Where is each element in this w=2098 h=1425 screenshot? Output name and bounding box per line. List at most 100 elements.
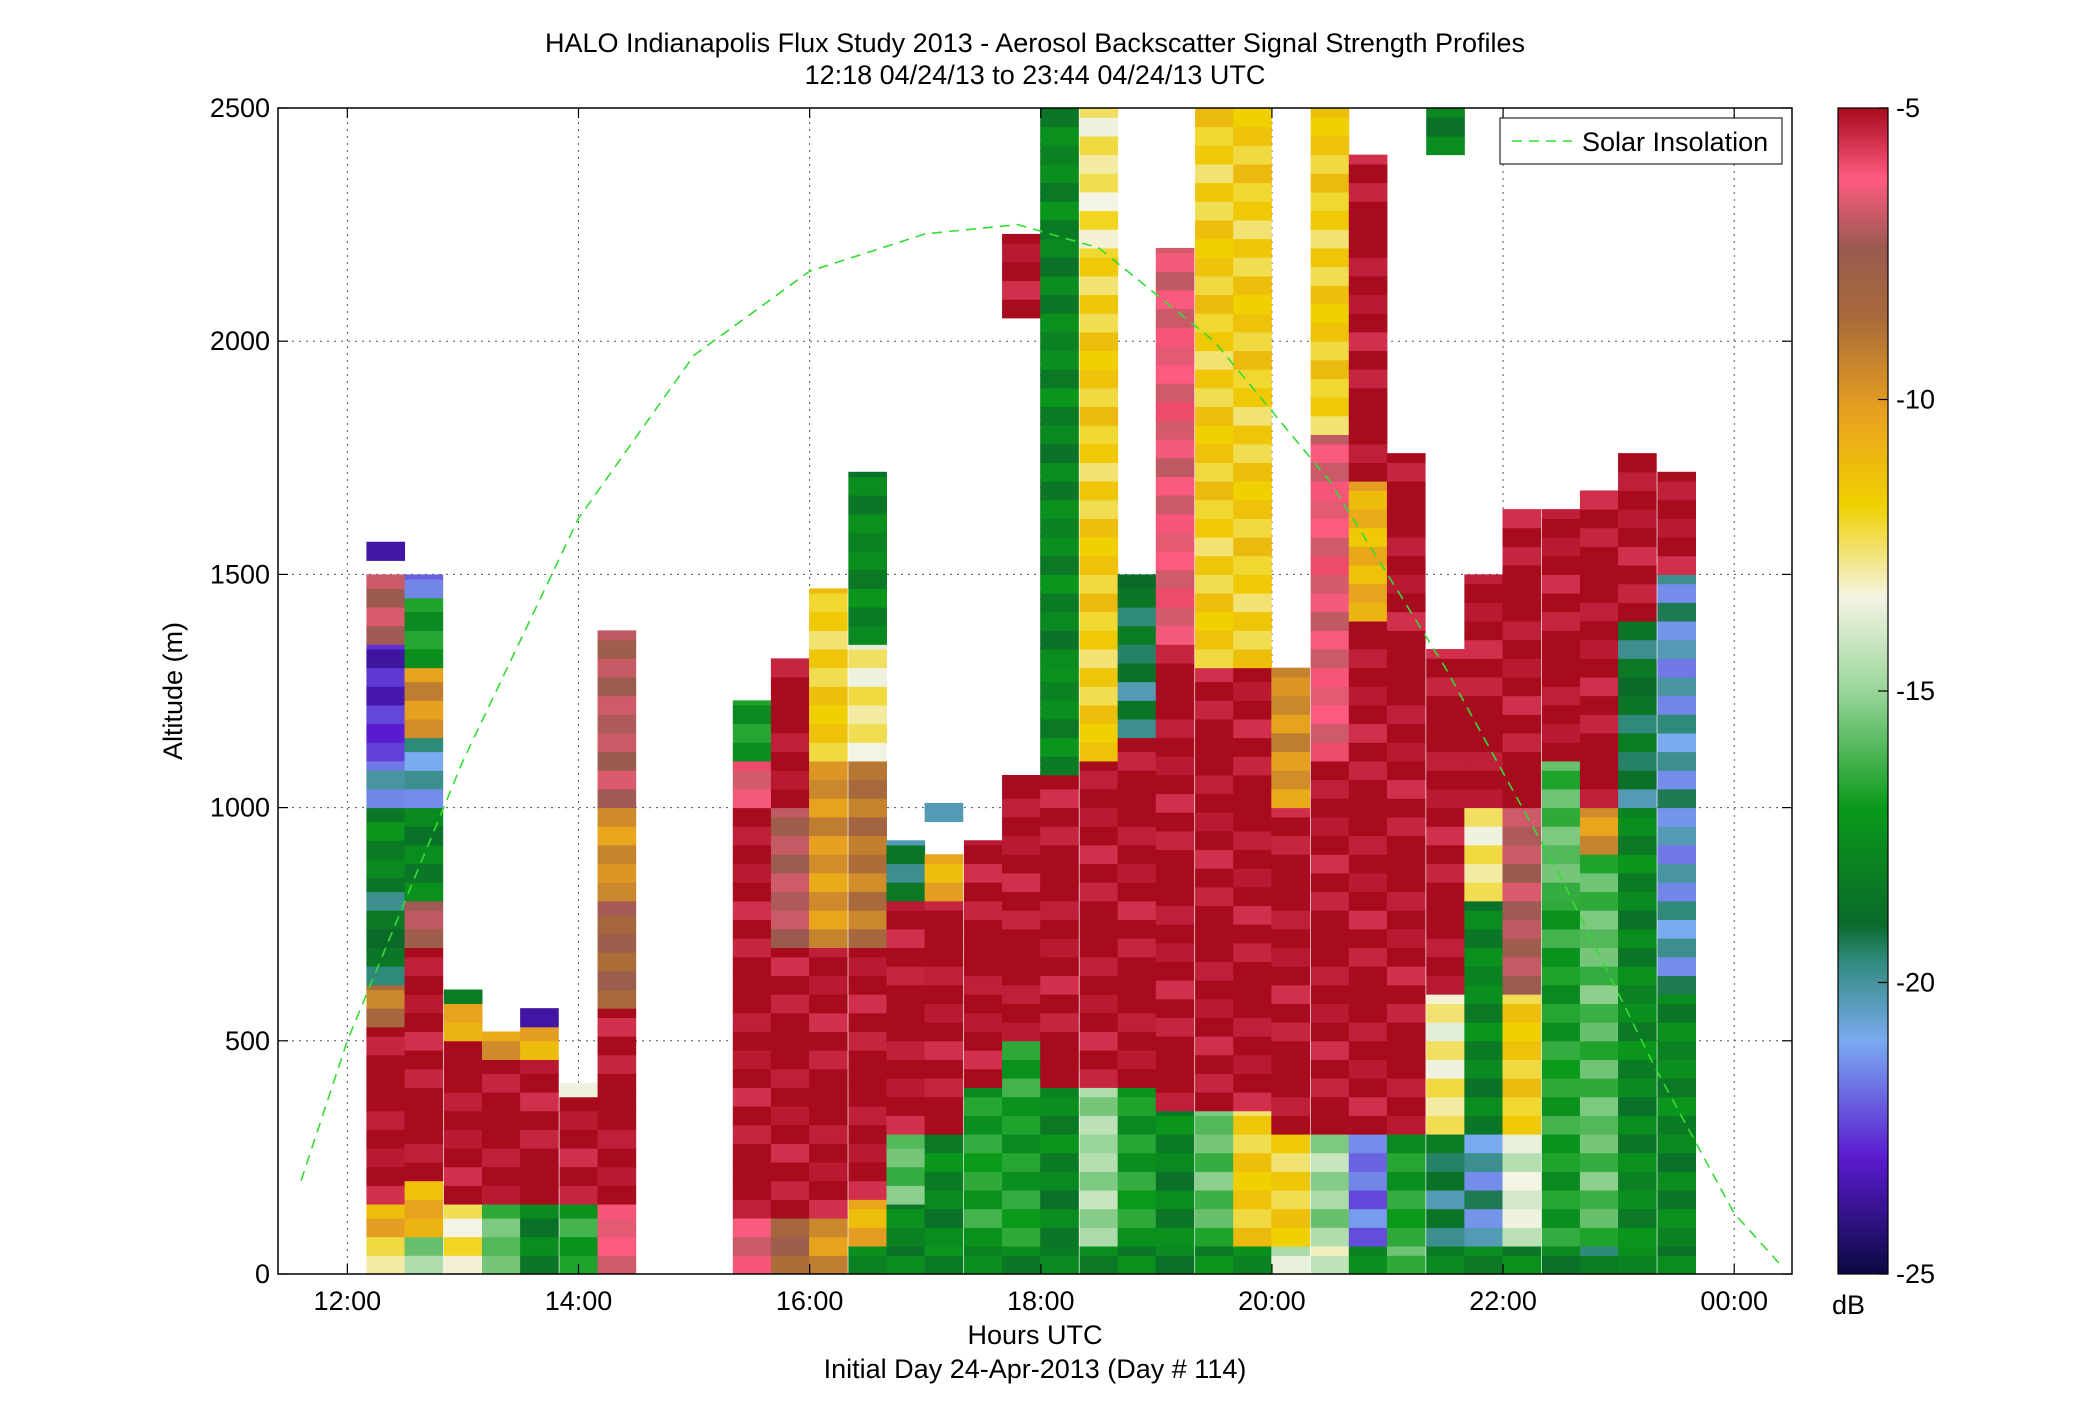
heatmap-cell bbox=[1155, 364, 1195, 384]
heatmap-cell bbox=[1541, 1078, 1581, 1098]
heatmap-cell bbox=[1310, 872, 1350, 893]
heatmap-cell bbox=[1386, 704, 1426, 725]
heatmap-cell bbox=[1040, 826, 1079, 846]
heatmap-cell bbox=[1386, 481, 1426, 501]
heatmap-cell bbox=[1117, 1208, 1157, 1228]
heatmap-cell bbox=[1502, 565, 1542, 585]
heatmap-cell bbox=[1195, 406, 1234, 426]
heatmap-cell bbox=[481, 1110, 521, 1130]
heatmap-cell bbox=[848, 1068, 887, 1088]
heatmap-cell bbox=[1233, 756, 1272, 776]
heatmap-cell bbox=[1040, 1255, 1079, 1274]
heatmap-cell bbox=[1310, 229, 1350, 249]
heatmap-cell bbox=[1271, 816, 1310, 837]
heatmap-cell bbox=[924, 1096, 964, 1116]
heatmap-cell bbox=[963, 844, 1003, 865]
heatmap-cell bbox=[1233, 275, 1272, 296]
heatmap-cell bbox=[1502, 956, 1542, 977]
heatmap-cell bbox=[404, 1199, 444, 1219]
heatmap-cell bbox=[1117, 807, 1157, 827]
heatmap-cell bbox=[1502, 1096, 1542, 1116]
heatmap-cell bbox=[1348, 1022, 1388, 1042]
heatmap-cell bbox=[1386, 1255, 1426, 1274]
heatmap-cell bbox=[597, 952, 637, 972]
heatmap-cell bbox=[1079, 1087, 1119, 1098]
heatmap-cell bbox=[366, 788, 406, 809]
heatmap-cell bbox=[1040, 611, 1079, 631]
heatmap-cell bbox=[1155, 401, 1195, 421]
heatmap-cell bbox=[732, 1162, 772, 1182]
heatmap-cell bbox=[1040, 219, 1079, 240]
heatmap-cell bbox=[1310, 481, 1350, 501]
heatmap-cell bbox=[886, 1022, 926, 1042]
heatmap-cell bbox=[1271, 1227, 1310, 1247]
heatmap-cell bbox=[1348, 350, 1388, 370]
heatmap-cell bbox=[1310, 667, 1350, 687]
heatmap-cell bbox=[1079, 1171, 1119, 1191]
heatmap-cell bbox=[1310, 285, 1350, 305]
heatmap-cell bbox=[1386, 1227, 1426, 1247]
heatmap-cell bbox=[1426, 677, 1465, 697]
y-axis-label: Altitude (m) bbox=[158, 622, 188, 760]
heatmap-cell bbox=[886, 900, 926, 911]
heatmap-cell bbox=[1579, 891, 1619, 911]
heatmap-cell bbox=[1464, 788, 1503, 809]
heatmap-cell bbox=[1386, 649, 1426, 669]
heatmap-cell bbox=[366, 644, 406, 650]
heatmap-cell bbox=[1079, 826, 1119, 846]
heatmap-cell bbox=[1541, 509, 1581, 519]
heatmap-cell bbox=[1155, 625, 1195, 645]
heatmap-cell bbox=[1348, 854, 1388, 874]
heatmap-cell bbox=[1079, 742, 1119, 762]
heatmap-cell bbox=[1195, 1054, 1234, 1074]
heatmap-cell bbox=[366, 625, 406, 645]
heatmap-cell bbox=[1426, 863, 1465, 883]
heatmap-cell bbox=[1502, 546, 1542, 566]
heatmap-cell bbox=[1502, 732, 1542, 753]
heatmap-cell bbox=[1541, 1022, 1581, 1042]
heatmap-cell bbox=[1117, 737, 1157, 753]
heatmap-cell bbox=[1310, 1096, 1350, 1116]
heatmap-cell bbox=[1657, 574, 1696, 585]
heatmap-cell bbox=[848, 1143, 887, 1163]
heatmap-cell bbox=[1271, 1096, 1310, 1116]
heatmap-cell bbox=[481, 1218, 521, 1238]
heatmap-cell bbox=[1386, 593, 1426, 613]
heatmap-cell bbox=[1464, 826, 1503, 846]
heatmap-cell bbox=[1657, 844, 1696, 865]
heatmap-cell bbox=[1618, 966, 1657, 986]
heatmap-cell bbox=[848, 1180, 887, 1200]
heatmap-cell bbox=[443, 1236, 483, 1256]
heatmap-cell bbox=[481, 1129, 521, 1149]
heatmap-cell bbox=[1155, 476, 1195, 496]
heatmap-cell bbox=[1310, 854, 1350, 874]
heatmap-cell bbox=[1618, 658, 1657, 678]
heatmap-cell bbox=[1079, 1031, 1119, 1051]
heatmap-cell bbox=[1271, 928, 1310, 949]
heatmap-cell bbox=[1233, 1152, 1272, 1172]
heatmap-cell bbox=[1155, 849, 1195, 869]
heatmap-cell bbox=[848, 1227, 887, 1247]
heatmap-cell bbox=[1195, 774, 1234, 795]
heatmap-cell bbox=[1541, 1115, 1581, 1135]
heatmap-cell bbox=[1079, 1190, 1119, 1210]
heatmap-cell bbox=[1502, 639, 1542, 659]
heatmap-cell bbox=[1155, 924, 1195, 944]
heatmap-cell bbox=[597, 677, 637, 697]
y-axis-ticks: 0 500 1000 1500 2000 2500 bbox=[210, 93, 1792, 1289]
heatmap-cell bbox=[848, 551, 887, 571]
heatmap-cell bbox=[1618, 565, 1657, 585]
heatmap-cell bbox=[1310, 630, 1350, 650]
heatmap-cell bbox=[1386, 854, 1426, 874]
heatmap-cell bbox=[886, 1204, 926, 1210]
heatmap-cell bbox=[1195, 1255, 1234, 1274]
heatmap-cell bbox=[1386, 742, 1426, 762]
heatmap-cell bbox=[1464, 1096, 1503, 1116]
heatmap-cell bbox=[848, 649, 887, 669]
heatmap-cell bbox=[1502, 1078, 1542, 1098]
heatmap-cell bbox=[366, 704, 406, 725]
heatmap-cell bbox=[1079, 723, 1119, 743]
heatmap-cell bbox=[1541, 1246, 1581, 1256]
heatmap-cell bbox=[1386, 910, 1426, 930]
heatmap-cell bbox=[732, 1068, 772, 1088]
